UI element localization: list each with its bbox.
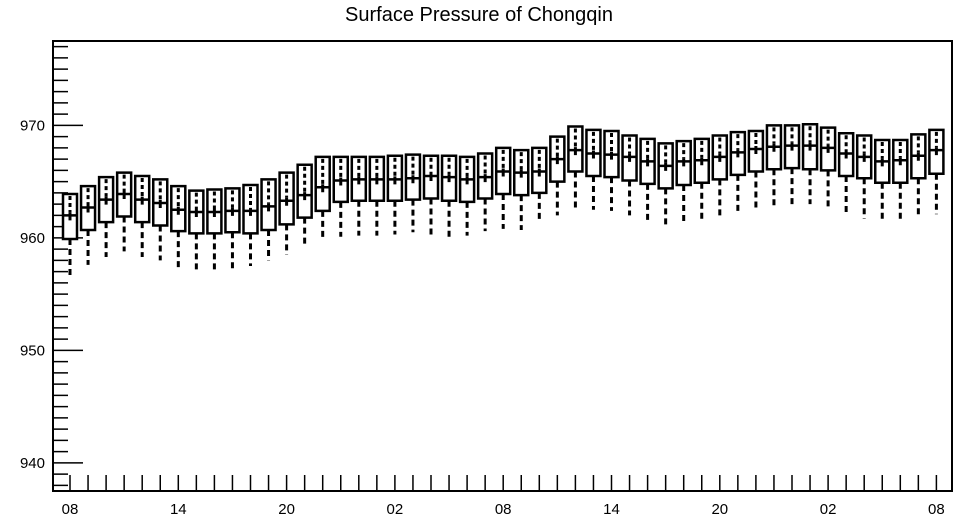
- plot-frame: [52, 40, 953, 492]
- box: [404, 153, 422, 233]
- box: [585, 128, 602, 210]
- box: [133, 174, 151, 257]
- box: [747, 129, 765, 211]
- box: [458, 155, 476, 236]
- box: [837, 132, 855, 214]
- plot-border: [52, 40, 953, 492]
- box: [783, 124, 801, 206]
- box: [278, 171, 295, 255]
- box: [476, 152, 494, 232]
- y-tick-label: 950: [20, 342, 45, 359]
- box: [765, 124, 783, 207]
- box: [170, 184, 187, 269]
- x-tick-label: 20: [711, 501, 728, 518]
- box: [296, 163, 313, 247]
- x-tick-label: 14: [170, 501, 187, 518]
- box: [855, 134, 873, 219]
- box: [350, 155, 368, 236]
- box: [603, 129, 620, 211]
- box: [386, 154, 404, 235]
- box: [928, 128, 945, 215]
- box: [693, 137, 710, 223]
- x-tick-label: 08: [62, 501, 79, 518]
- box: [368, 155, 386, 236]
- y-tick-label: 970: [20, 117, 45, 134]
- x-tick-label: 02: [387, 501, 404, 518]
- box: [440, 154, 458, 238]
- box: [910, 133, 927, 218]
- box: [621, 134, 638, 216]
- box: [711, 134, 729, 219]
- box: [224, 187, 241, 270]
- x-tick-label: 08: [495, 501, 512, 518]
- box: [494, 146, 512, 229]
- x-tick-label: 08: [928, 501, 945, 518]
- box: [260, 178, 277, 261]
- x-axis: 08 14 20 02 08 14 20 02 08: [62, 475, 945, 518]
- y-axis: 940 950 960 970: [20, 45, 83, 487]
- box: [242, 183, 259, 266]
- x-tick-label: 02: [820, 501, 837, 518]
- box: [549, 135, 566, 216]
- box: [675, 139, 692, 224]
- box: [422, 154, 440, 236]
- box: [152, 178, 169, 261]
- box: [61, 192, 79, 277]
- box: [874, 138, 891, 223]
- box: [567, 125, 584, 208]
- box: [801, 123, 819, 205]
- box: [639, 137, 656, 220]
- box: [97, 175, 115, 257]
- box: [513, 148, 530, 230]
- box: [332, 155, 349, 237]
- x-tick-label: 20: [278, 501, 295, 518]
- box: [819, 126, 837, 208]
- box: [729, 130, 747, 215]
- y-tick-label: 940: [20, 455, 45, 472]
- box: [79, 184, 97, 265]
- box-series: [61, 123, 945, 277]
- box: [115, 171, 133, 252]
- box: [531, 146, 548, 221]
- chart-title: Surface Pressure of Chongqin: [345, 4, 613, 26]
- box: [657, 142, 674, 227]
- x-tick-label: 14: [603, 501, 620, 518]
- y-tick-label: 960: [20, 230, 45, 247]
- box: [188, 189, 205, 271]
- box: [314, 155, 331, 238]
- box: [206, 188, 223, 271]
- box: [892, 138, 909, 223]
